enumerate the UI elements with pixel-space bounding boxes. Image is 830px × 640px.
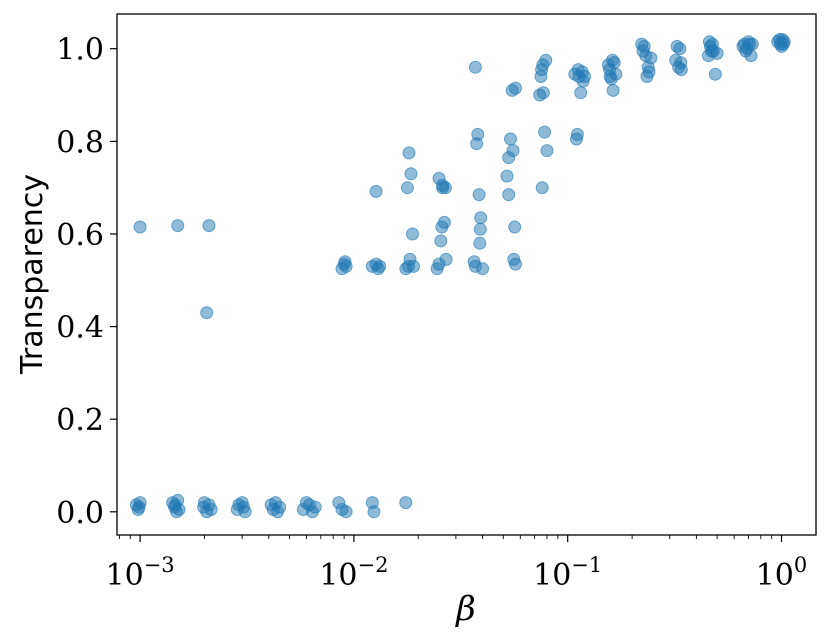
data-point — [578, 70, 592, 83]
data-point — [399, 496, 413, 510]
data-point — [468, 259, 482, 273]
data-point — [607, 56, 621, 70]
data-points — [129, 33, 791, 519]
data-point — [777, 35, 791, 49]
data-point — [200, 306, 214, 320]
data-point — [574, 86, 588, 100]
data-point — [373, 259, 387, 273]
y-tick-label: 0.6 — [56, 218, 104, 253]
data-point — [502, 188, 516, 202]
x-axis-ticks: 10−3 10−2 10−1 100 — [106, 535, 808, 593]
y-tick-label: 0.2 — [56, 403, 104, 438]
y-tick-label: 0.0 — [56, 496, 104, 531]
data-point — [535, 181, 549, 195]
data-point — [540, 144, 554, 158]
data-point — [570, 127, 584, 141]
x-tick-label: 10−3 — [106, 553, 175, 593]
data-point — [339, 505, 353, 519]
data-point — [308, 500, 322, 514]
data-point — [539, 53, 553, 67]
y-tick-label: 0.8 — [56, 125, 104, 160]
data-point — [339, 259, 353, 273]
x-tick-label: 100 — [756, 553, 808, 593]
data-point — [708, 67, 722, 81]
data-point — [508, 220, 522, 234]
data-point — [745, 37, 759, 51]
data-point — [474, 211, 488, 225]
data-point — [369, 184, 383, 198]
data-point — [609, 67, 623, 81]
data-point — [407, 259, 420, 273]
data-point — [436, 178, 450, 192]
data-point — [606, 83, 620, 97]
y-tick-label: 0.4 — [56, 311, 104, 346]
data-point — [133, 220, 147, 234]
data-point — [744, 49, 758, 63]
data-point — [504, 132, 517, 146]
data-point — [536, 86, 550, 100]
data-point — [437, 215, 451, 229]
data-point — [644, 51, 658, 65]
y-tick-label: 1.0 — [56, 33, 104, 68]
y-axis-ticks: 0.0 0.2 0.4 0.6 0.8 1.0 — [56, 33, 117, 531]
data-point — [538, 125, 552, 139]
data-point — [506, 144, 520, 158]
data-point — [471, 127, 485, 141]
data-point — [406, 227, 419, 241]
data-point — [710, 46, 724, 60]
data-point — [204, 503, 218, 516]
data-point — [673, 42, 687, 56]
data-point — [509, 81, 522, 95]
data-point — [171, 219, 185, 233]
data-point — [468, 60, 482, 74]
data-point — [500, 169, 514, 183]
plot-frame — [116, 13, 817, 536]
data-point — [509, 257, 522, 271]
data-point — [434, 234, 448, 248]
data-point — [472, 188, 486, 202]
data-point — [367, 505, 381, 519]
data-point — [473, 236, 487, 250]
x-tick-label: 10−1 — [533, 553, 602, 593]
data-point — [168, 498, 182, 512]
x-tick-label: 10−2 — [319, 553, 388, 593]
data-point — [473, 222, 487, 236]
data-point — [674, 63, 688, 77]
data-point — [404, 167, 418, 181]
data-point — [642, 65, 656, 79]
data-point — [202, 219, 216, 233]
data-point — [237, 500, 251, 514]
data-point — [439, 252, 453, 266]
data-point — [400, 181, 414, 195]
x-axis-label: β — [454, 589, 476, 629]
y-axis-label: Transparency — [15, 174, 50, 375]
data-point — [132, 500, 146, 514]
data-point — [402, 146, 416, 160]
data-point — [273, 500, 287, 514]
